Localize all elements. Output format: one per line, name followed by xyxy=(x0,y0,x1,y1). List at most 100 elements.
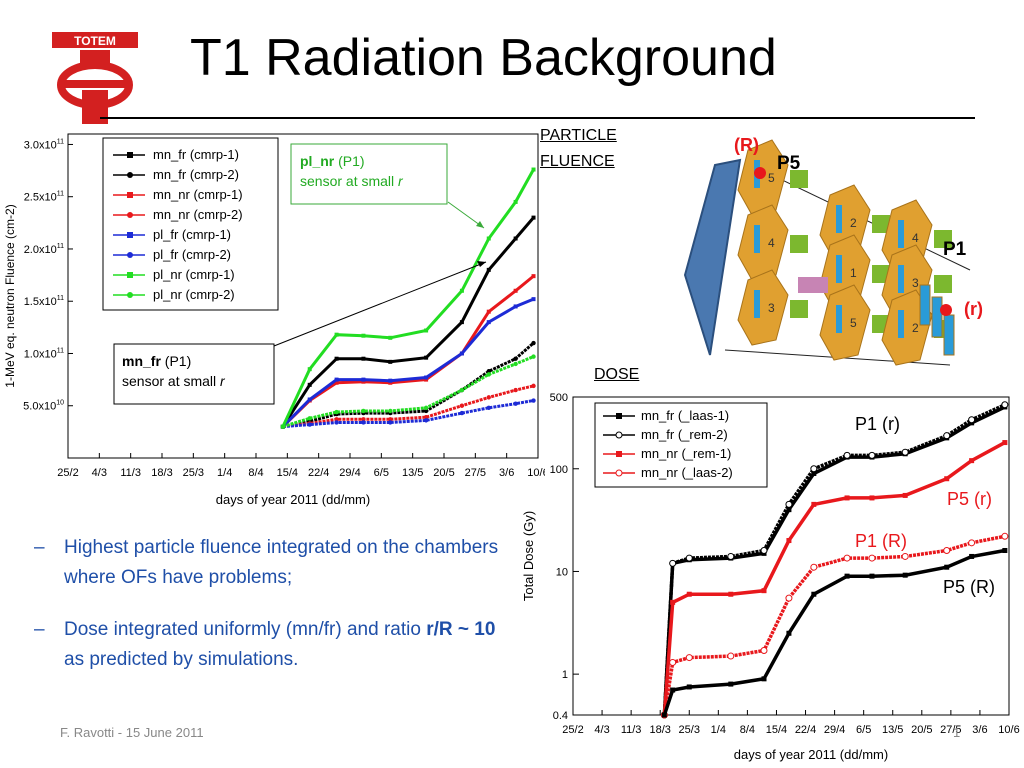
data-point xyxy=(388,417,393,422)
bullet-2-bold: r/R ~ 10 xyxy=(426,619,496,640)
y-tick-exponent: 11 xyxy=(57,347,64,354)
legend-label: mn_fr (_rem-2) xyxy=(641,427,728,442)
legend-label: mn_nr (_rem-1) xyxy=(641,446,731,461)
data-point xyxy=(869,573,875,579)
data-point xyxy=(531,274,536,279)
plane-number: 4 xyxy=(768,236,775,250)
data-point xyxy=(868,554,876,562)
y-tick-exponent: 11 xyxy=(57,243,64,250)
data-point xyxy=(531,354,536,359)
data-point xyxy=(669,559,677,567)
t1-detector-diagram: 5 4 3 2 1 5 4 3 2 (R) P5 P1 (r) xyxy=(683,135,983,366)
data-point xyxy=(761,676,767,682)
totem-logo: TOTEM xyxy=(52,32,138,124)
y-tick-label: 1.5x1011 xyxy=(24,295,64,308)
legend-label: pl_fr (cmrp-2) xyxy=(153,247,231,262)
data-point xyxy=(334,417,339,422)
data-point xyxy=(843,451,851,459)
data-point xyxy=(459,320,464,325)
data-point xyxy=(424,355,429,360)
data-point xyxy=(943,432,951,440)
y-tick-label: 3.0x1011 xyxy=(24,138,64,151)
data-point xyxy=(307,397,312,402)
data-point xyxy=(786,507,792,513)
detector-strip xyxy=(836,255,842,283)
data-point xyxy=(361,377,366,382)
detector-panel xyxy=(737,269,789,346)
x-tick-label: 20/5 xyxy=(911,724,932,736)
data-point xyxy=(307,367,312,372)
data-point xyxy=(901,448,909,456)
data-point xyxy=(424,375,429,380)
logo-banner xyxy=(52,32,138,48)
data-point xyxy=(459,288,464,293)
data-point xyxy=(486,372,491,377)
legend-swatch-marker xyxy=(127,232,133,238)
x-axis-label: days of year 2011 (dd/mm) xyxy=(216,492,370,507)
legend-swatch-marker xyxy=(127,272,133,278)
bullet-1: – Highest particle fluence integrated on… xyxy=(34,533,514,593)
data-point xyxy=(786,630,792,636)
data-point xyxy=(844,573,850,579)
data-point xyxy=(486,309,491,314)
plane-number: 5 xyxy=(768,171,775,185)
plane-number: 1 xyxy=(850,266,857,280)
y-tick-label: 2.5x1011 xyxy=(24,191,64,204)
series-line-pl-fr-cmrp-2- xyxy=(282,399,534,429)
x-tick-label: 4/3 xyxy=(92,467,107,479)
x-tick-label: 6/5 xyxy=(374,467,389,479)
data-point xyxy=(685,554,693,562)
data-point xyxy=(810,465,818,473)
detector-strip xyxy=(754,225,760,253)
legend-swatch-marker xyxy=(615,469,623,477)
page-number: 1 xyxy=(953,725,961,740)
data-point xyxy=(670,687,676,693)
data-point xyxy=(843,554,851,562)
annotation-pl-nr-line1: pl_nr (P1) xyxy=(300,153,365,169)
data-point xyxy=(459,351,464,356)
bullet-1-text: Highest particle fluence integrated on t… xyxy=(64,537,499,588)
x-tick-label: 13/5 xyxy=(882,724,903,736)
data-point xyxy=(334,409,339,415)
x-tick-label: 25/2 xyxy=(562,724,583,736)
connector-block xyxy=(798,277,828,293)
detector-strip xyxy=(898,265,904,293)
data-point xyxy=(844,495,850,501)
data-point xyxy=(334,420,339,425)
data-point xyxy=(1001,401,1009,409)
series-line-p5R xyxy=(662,548,1006,716)
data-point xyxy=(531,383,536,389)
data-point xyxy=(459,410,465,416)
logo-stem-top xyxy=(80,50,110,64)
data-point xyxy=(424,377,429,382)
x-axis-label: days of year 2011 (dd/mm) xyxy=(734,747,888,762)
x-tick-label: 15/4 xyxy=(766,724,787,736)
marker-R xyxy=(754,167,766,179)
data-point xyxy=(459,403,465,408)
curve-label: P5 (r) xyxy=(947,489,992,509)
dose-chart: 500 100 10 1 0.4 25/2 4/3 11/3 18/3 25/3 1/4 8/4 15/… xyxy=(521,392,1020,762)
data-point xyxy=(760,646,768,654)
data-point xyxy=(388,335,393,340)
data-point xyxy=(728,591,734,597)
data-point xyxy=(423,415,429,420)
data-point xyxy=(969,553,975,559)
data-point xyxy=(1001,532,1009,540)
data-point xyxy=(513,288,518,293)
annotation-arrow-mn-fr xyxy=(273,261,487,347)
legend-swatch-marker xyxy=(615,431,623,439)
detector-panel xyxy=(819,284,871,361)
legend-label: mn_nr (_laas-2) xyxy=(641,465,733,480)
x-tick-label: 27/5 xyxy=(465,467,486,479)
x-tick-label: 13/5 xyxy=(402,467,423,479)
data-point xyxy=(785,500,793,508)
x-tick-label: 10/6 xyxy=(527,467,545,479)
annotation-arrowhead xyxy=(477,261,486,267)
data-point xyxy=(388,380,393,385)
annotation-line2: sensor at small xyxy=(300,173,398,189)
data-point xyxy=(670,599,676,605)
data-point xyxy=(361,417,366,422)
x-tick-label: 1/4 xyxy=(217,467,232,479)
data-point xyxy=(728,681,734,687)
data-point xyxy=(486,236,491,241)
